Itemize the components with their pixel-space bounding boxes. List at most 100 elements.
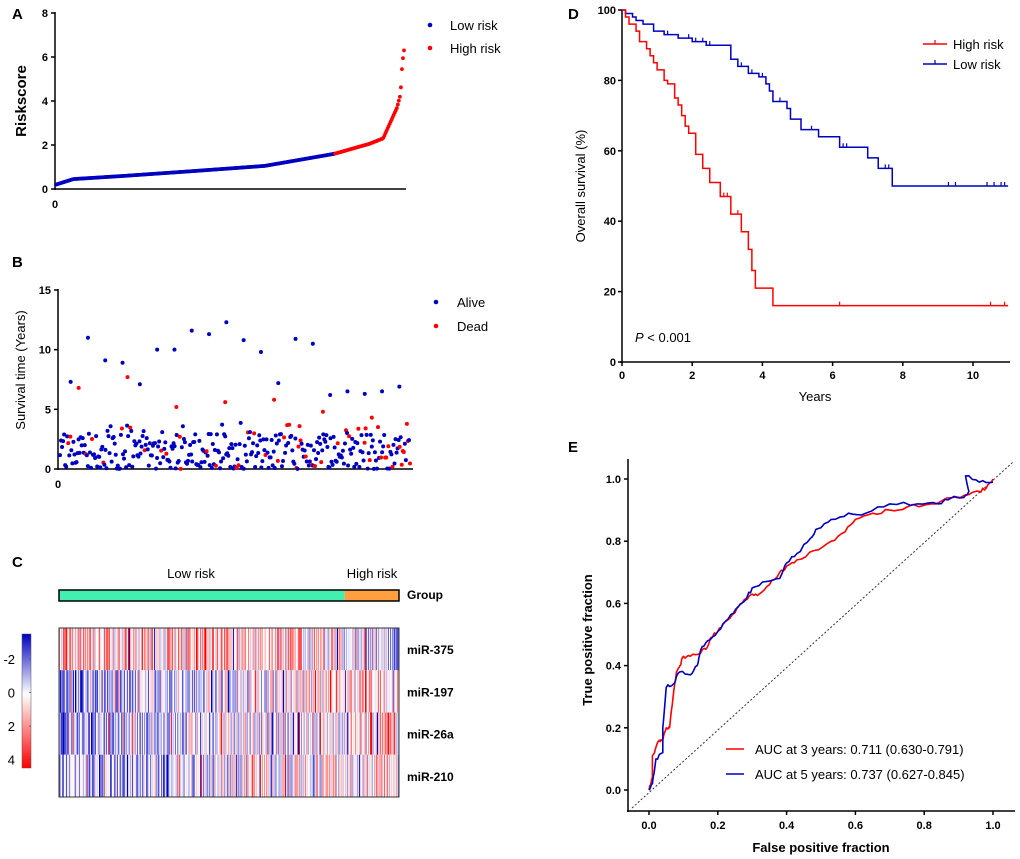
heatmap-cell <box>185 712 187 755</box>
heatmap-cell <box>130 754 132 797</box>
heatmap-cell <box>343 670 345 713</box>
heatmap-cell <box>344 670 346 713</box>
heatmap-cell <box>312 712 314 755</box>
heatmap-cell <box>109 670 111 713</box>
heatmap-cell <box>282 712 284 755</box>
heatmap-cell <box>59 712 61 755</box>
heatmap-cell <box>300 628 302 671</box>
group-label-low-risk: Low risk <box>167 566 215 581</box>
heatmap-cell <box>90 628 92 671</box>
heatmap-cell <box>236 628 238 671</box>
heatmap-cell <box>375 712 377 755</box>
heatmap-cell <box>92 754 94 797</box>
heatmap-cell <box>275 712 277 755</box>
heatmap-cell <box>317 628 319 671</box>
heatmap-cell <box>84 754 86 797</box>
roc-curve-5-years <box>648 475 994 791</box>
heatmap-cell <box>77 628 79 671</box>
survival-point-dead <box>298 438 303 443</box>
heatmap-cell <box>306 670 308 713</box>
heatmap-cell <box>67 670 69 713</box>
survival-point-alive <box>197 438 202 443</box>
heatmap-cell <box>266 670 268 713</box>
heatmap-cell <box>203 628 205 671</box>
heatmap-cell <box>202 712 204 755</box>
heatmap-cell <box>165 670 167 713</box>
heatmap-cell <box>270 628 272 671</box>
heatmap-cell <box>153 670 155 713</box>
heatmap-cell <box>211 628 213 671</box>
heatmap-cell <box>87 712 89 755</box>
survival-point-dead <box>408 461 412 466</box>
survival-point-alive <box>364 432 369 437</box>
heatmap-cell <box>290 754 292 797</box>
heatmap-cell <box>79 754 81 797</box>
heatmap-cell <box>328 712 330 755</box>
heatmap-cell <box>140 670 142 713</box>
heatmap-cell <box>360 670 362 713</box>
survival-point-alive <box>220 422 225 427</box>
survival-point-dead <box>204 449 209 454</box>
survival-point-alive <box>241 338 246 343</box>
heatmap-cell <box>177 670 179 713</box>
heatmap-cell <box>166 670 168 713</box>
heatmap-cell <box>105 670 107 713</box>
heatmap-cell <box>178 754 180 797</box>
heatmap-cell <box>65 754 67 797</box>
heatmap-cell <box>270 670 272 713</box>
heatmap-cell <box>363 670 365 713</box>
heatmap-cell <box>395 628 397 671</box>
heatmap-cell <box>135 712 137 755</box>
heatmap-cell <box>224 670 226 713</box>
heatmap-cell <box>67 712 69 755</box>
survival-point-alive <box>192 439 197 444</box>
heatmap-cell <box>302 754 304 797</box>
survival-point-alive <box>278 432 283 437</box>
heatmap-cell <box>260 754 262 797</box>
heatmap-cell <box>71 712 73 755</box>
heatmap-cell <box>209 628 211 671</box>
heatmap-cell <box>97 628 99 671</box>
heatmap-cell <box>199 670 201 713</box>
heatmap-cell <box>193 712 195 755</box>
heatmap-cell <box>276 754 278 797</box>
panel-b-ylabel: Survival time (Years) <box>13 310 28 429</box>
survival-point-alive <box>190 459 195 464</box>
panel-e-xtick-label: 0.4 <box>779 820 795 832</box>
heatmap-cell <box>85 754 87 797</box>
heatmap-cell <box>208 628 210 671</box>
heatmap-cell <box>386 670 388 713</box>
heatmap-cell <box>243 628 245 671</box>
heatmap-cell <box>354 712 356 755</box>
heatmap-cell <box>155 628 157 671</box>
heatmap-cell <box>84 670 86 713</box>
heatmap-cell <box>287 628 289 671</box>
heatmap-cell <box>126 712 128 755</box>
heatmap-cell <box>277 628 279 671</box>
survival-point-alive <box>189 328 194 333</box>
heatmap-cell <box>88 670 90 713</box>
heatmap-cell <box>346 712 348 755</box>
heatmap-cell <box>357 628 359 671</box>
survival-point-alive <box>350 436 355 441</box>
heatmap-cell <box>263 628 265 671</box>
heatmap-cell <box>118 628 120 671</box>
heatmap-cell <box>339 712 341 755</box>
heatmap-cell <box>366 754 368 797</box>
heatmap-cell <box>66 712 68 755</box>
heatmap-cell <box>120 712 122 755</box>
survival-point-alive <box>261 437 266 442</box>
heatmap-cell <box>381 670 383 713</box>
heatmap-cell <box>293 628 295 671</box>
survival-point-alive <box>160 430 165 435</box>
heatmap-cell <box>96 712 98 755</box>
survival-point-alive <box>92 452 97 457</box>
survival-point-alive <box>117 466 122 471</box>
heatmap-cell <box>316 628 318 671</box>
survival-point-alive <box>352 464 357 469</box>
panel-d-ytick-label: 20 <box>604 287 616 299</box>
heatmap-cell <box>287 670 289 713</box>
heatmap-cell <box>130 628 132 671</box>
heatmap-cell <box>306 712 308 755</box>
heatmap-cell <box>60 628 62 671</box>
